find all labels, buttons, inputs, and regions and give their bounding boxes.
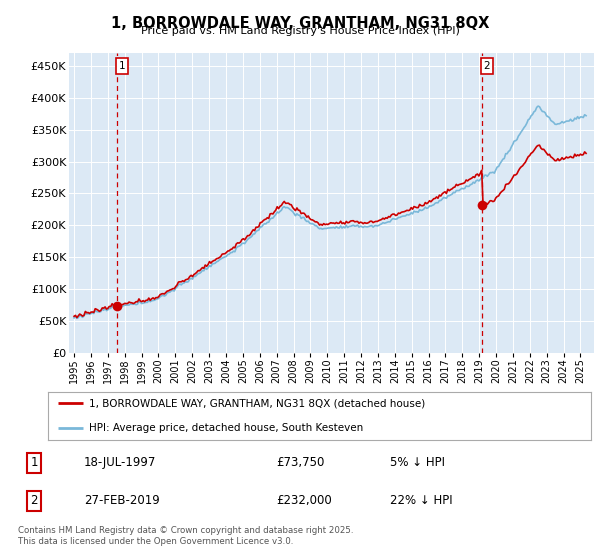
Text: 5% ↓ HPI: 5% ↓ HPI xyxy=(390,456,445,469)
Text: 18-JUL-1997: 18-JUL-1997 xyxy=(84,456,157,469)
Text: £232,000: £232,000 xyxy=(276,494,332,507)
Text: 1: 1 xyxy=(31,456,38,469)
Text: 2: 2 xyxy=(484,61,490,71)
Text: Contains HM Land Registry data © Crown copyright and database right 2025.
This d: Contains HM Land Registry data © Crown c… xyxy=(18,526,353,546)
Text: Price paid vs. HM Land Registry's House Price Index (HPI): Price paid vs. HM Land Registry's House … xyxy=(140,26,460,36)
Text: 1, BORROWDALE WAY, GRANTHAM, NG31 8QX: 1, BORROWDALE WAY, GRANTHAM, NG31 8QX xyxy=(111,16,489,31)
Text: 27-FEB-2019: 27-FEB-2019 xyxy=(84,494,160,507)
Text: HPI: Average price, detached house, South Kesteven: HPI: Average price, detached house, Sout… xyxy=(89,423,363,433)
Text: 1: 1 xyxy=(119,61,125,71)
Text: 1, BORROWDALE WAY, GRANTHAM, NG31 8QX (detached house): 1, BORROWDALE WAY, GRANTHAM, NG31 8QX (d… xyxy=(89,398,425,408)
Text: 2: 2 xyxy=(31,494,38,507)
Text: £73,750: £73,750 xyxy=(276,456,325,469)
Text: 22% ↓ HPI: 22% ↓ HPI xyxy=(390,494,452,507)
